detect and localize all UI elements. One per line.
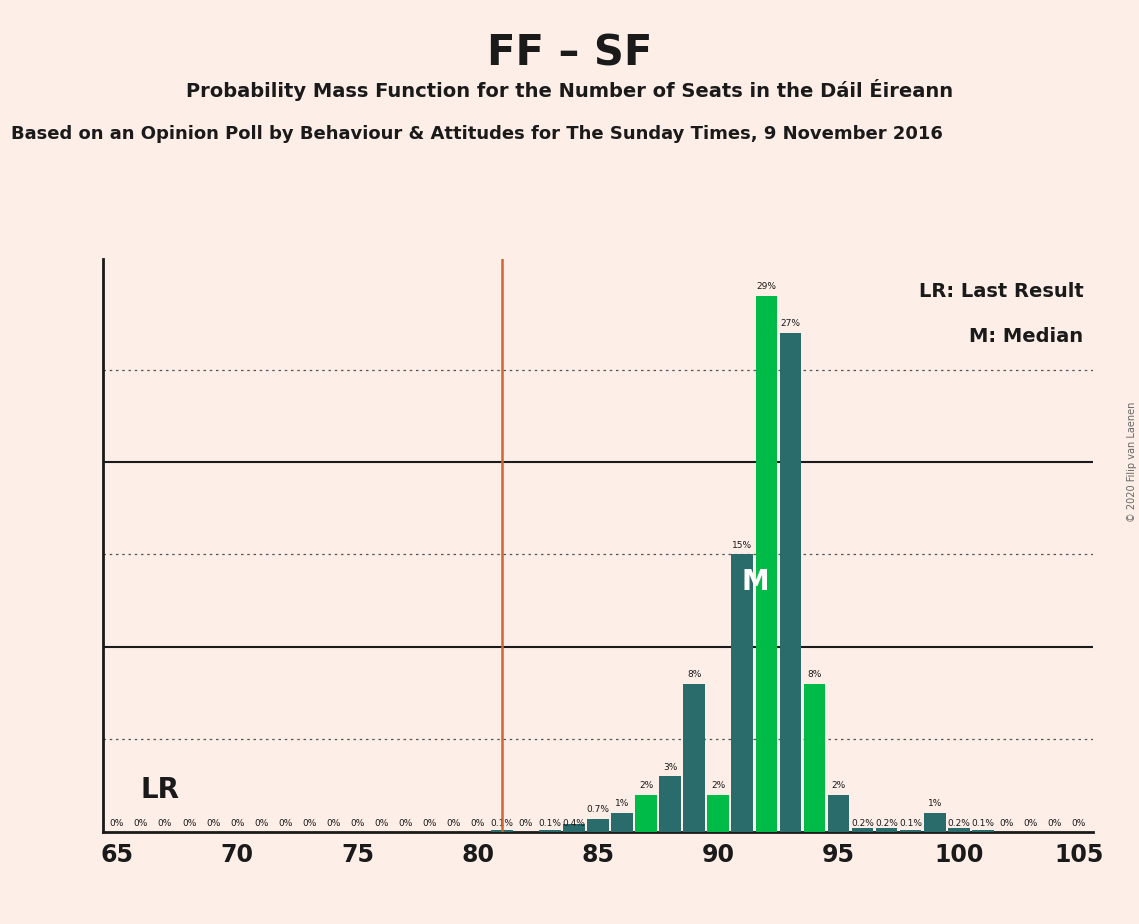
Bar xyxy=(563,824,584,832)
Text: 0.1%: 0.1% xyxy=(972,819,994,828)
Bar xyxy=(659,776,681,832)
Text: M: Median: M: Median xyxy=(969,327,1083,346)
Text: 0%: 0% xyxy=(399,819,412,828)
Text: 0%: 0% xyxy=(109,819,124,828)
Bar xyxy=(924,813,945,832)
Text: 0.7%: 0.7% xyxy=(587,805,609,814)
Text: 0%: 0% xyxy=(230,819,245,828)
Text: 8%: 8% xyxy=(808,670,821,679)
Text: 27%: 27% xyxy=(780,319,801,328)
Text: 0%: 0% xyxy=(206,819,220,828)
Text: 0%: 0% xyxy=(1000,819,1014,828)
Text: 0.2%: 0.2% xyxy=(948,819,970,828)
Bar xyxy=(755,296,777,832)
Text: 2%: 2% xyxy=(831,781,845,790)
Text: 0.2%: 0.2% xyxy=(875,819,898,828)
Text: 0%: 0% xyxy=(254,819,269,828)
Bar xyxy=(636,795,657,832)
Bar xyxy=(491,830,513,832)
Text: 0.1%: 0.1% xyxy=(899,819,923,828)
Bar xyxy=(876,828,898,832)
Text: LR: LR xyxy=(141,776,180,804)
Text: 0%: 0% xyxy=(423,819,436,828)
Text: 0%: 0% xyxy=(1072,819,1087,828)
Text: 0%: 0% xyxy=(302,819,317,828)
Bar xyxy=(539,830,560,832)
Bar xyxy=(683,684,705,832)
Text: 0.1%: 0.1% xyxy=(539,819,562,828)
Text: 0.1%: 0.1% xyxy=(490,819,514,828)
Bar xyxy=(852,828,874,832)
Text: 3%: 3% xyxy=(663,762,678,772)
Text: 0%: 0% xyxy=(375,819,388,828)
Text: 15%: 15% xyxy=(732,541,753,550)
Text: Based on an Opinion Poll by Behaviour & Attitudes for The Sunday Times, 9 Novemb: Based on an Opinion Poll by Behaviour & … xyxy=(11,125,943,142)
Bar xyxy=(804,684,826,832)
Text: M: M xyxy=(741,568,769,596)
Bar xyxy=(587,819,609,832)
Text: 0%: 0% xyxy=(351,819,364,828)
Text: 0%: 0% xyxy=(518,819,533,828)
Text: 0%: 0% xyxy=(158,819,172,828)
Text: 2%: 2% xyxy=(711,781,726,790)
Text: Probability Mass Function for the Number of Seats in the Dáil Éireann: Probability Mass Function for the Number… xyxy=(186,79,953,101)
Text: 0%: 0% xyxy=(1048,819,1063,828)
Text: FF – SF: FF – SF xyxy=(486,32,653,74)
Text: 0%: 0% xyxy=(133,819,148,828)
Text: 0%: 0% xyxy=(470,819,485,828)
Bar xyxy=(612,813,633,832)
Bar xyxy=(731,554,753,832)
Text: 0%: 0% xyxy=(278,819,293,828)
Bar xyxy=(828,795,850,832)
Text: 0%: 0% xyxy=(182,819,196,828)
Text: LR: Last Result: LR: Last Result xyxy=(919,282,1083,300)
Bar xyxy=(707,795,729,832)
Text: 2%: 2% xyxy=(639,781,653,790)
Text: 8%: 8% xyxy=(687,670,702,679)
Bar xyxy=(948,828,969,832)
Text: 1%: 1% xyxy=(927,799,942,808)
Bar xyxy=(779,333,801,832)
Text: 1%: 1% xyxy=(615,799,629,808)
Text: 0%: 0% xyxy=(1024,819,1038,828)
Text: 0%: 0% xyxy=(326,819,341,828)
Text: © 2020 Filip van Laenen: © 2020 Filip van Laenen xyxy=(1126,402,1137,522)
Text: 0.4%: 0.4% xyxy=(563,819,585,828)
Text: 29%: 29% xyxy=(756,282,777,291)
Bar xyxy=(972,830,993,832)
Bar xyxy=(900,830,921,832)
Text: 0.2%: 0.2% xyxy=(851,819,874,828)
Text: 0%: 0% xyxy=(446,819,461,828)
